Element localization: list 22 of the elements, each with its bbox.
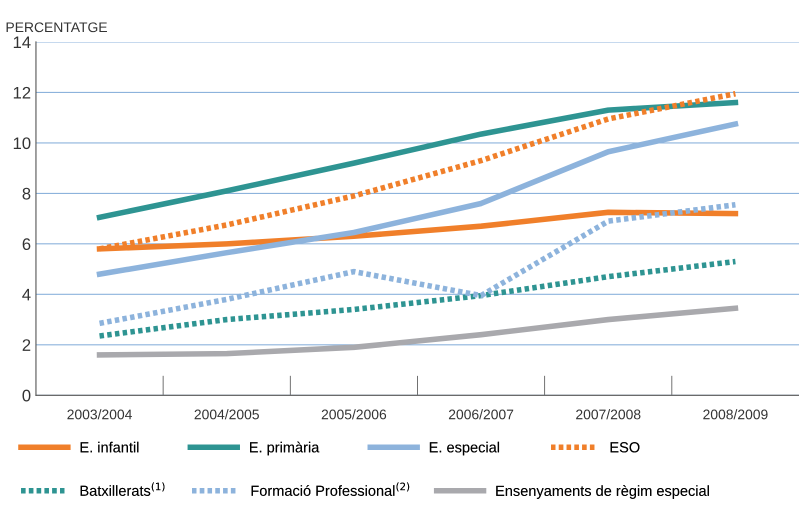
legend-label: E. especial	[430, 442, 500, 456]
x-tick-label: 2004/2005	[194, 409, 259, 420]
y-tick-label: 10	[14, 137, 30, 150]
y-tick-label: 6	[22, 238, 30, 250]
y-tick-label: 8	[22, 188, 30, 200]
legend-label: Ensenyaments de règim especial	[496, 485, 709, 499]
y-tick-label: 4	[22, 288, 31, 300]
x-tick-label: 2007/2008	[576, 409, 640, 420]
y-tick-label: 12	[14, 86, 30, 98]
x-tick-label: 2006/2007	[448, 409, 514, 420]
x-tick-label: 2003/2004	[67, 409, 132, 420]
legend-label: Batxillerats$^{(1)}$	[80, 482, 164, 496]
y-tick-label: 0	[22, 390, 30, 402]
x-tick-label: 2008/2009	[703, 409, 768, 420]
x-tick-label: 2005/2006	[322, 409, 386, 420]
legend-label: ESO	[610, 442, 640, 452]
legend-label: E. primària	[250, 442, 320, 456]
y-tick-label: 14	[14, 36, 31, 48]
y-axis-title: PERCENTATGE	[6, 22, 107, 32]
legend-label: Formació Professional$^{(2)}$	[252, 482, 410, 496]
y-tick-label: 2	[22, 339, 30, 351]
legend-label: E. infantil	[80, 442, 138, 452]
